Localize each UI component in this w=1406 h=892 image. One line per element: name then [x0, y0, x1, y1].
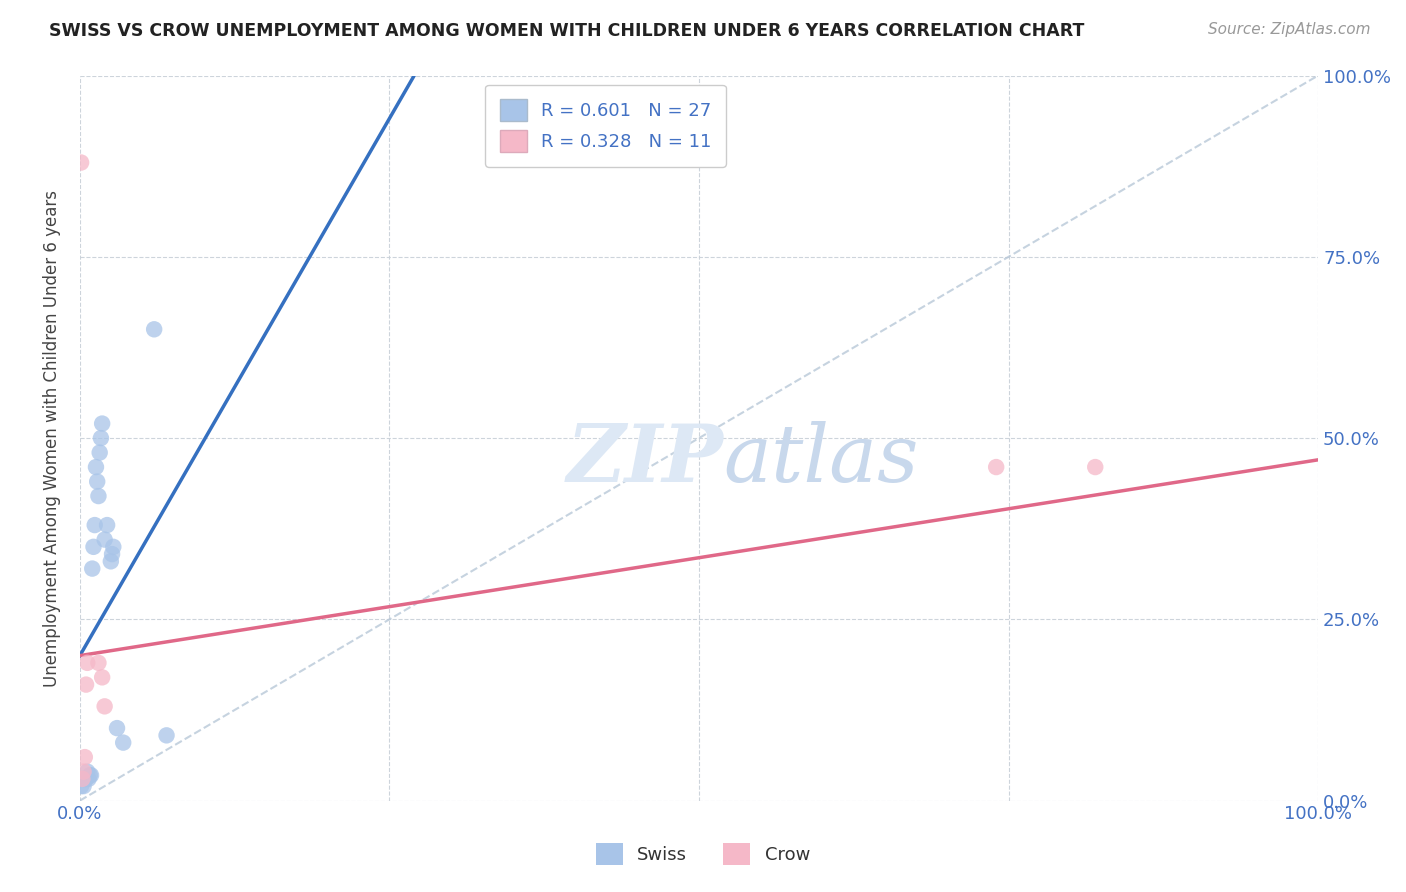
Point [87, 656, 110, 670]
Text: atlas: atlas [724, 421, 920, 499]
Point [1084, 460, 1107, 475]
Point [70, 779, 93, 793]
Point [72, 772, 94, 786]
Legend: Swiss, Crow: Swiss, Crow [586, 834, 820, 874]
Point [82, 540, 104, 554]
Point [93, 699, 115, 714]
Y-axis label: Unemployment Among Women with Children Under 6 years: Unemployment Among Women with Children U… [44, 190, 60, 687]
Point [80, 768, 103, 782]
Point [155, 728, 177, 742]
Point [86, 475, 108, 489]
Point [112, 736, 135, 750]
Point [72, 779, 94, 793]
Point [87, 489, 110, 503]
Point [82, 561, 104, 575]
Legend: R = 0.601   N = 27, R = 0.328   N = 11: R = 0.601 N = 27, R = 0.328 N = 11 [485, 85, 725, 167]
Point [96, 518, 118, 533]
Point [986, 460, 1008, 475]
Point [75, 772, 97, 786]
Point [70, 155, 93, 169]
Point [84, 460, 107, 475]
Point [76, 764, 98, 779]
Text: Source: ZipAtlas.com: Source: ZipAtlas.com [1208, 22, 1371, 37]
Point [105, 721, 128, 735]
Point [91, 670, 114, 684]
Point [73, 772, 96, 786]
Point [100, 554, 122, 568]
Point [91, 417, 114, 431]
Point [76, 656, 98, 670]
Point [143, 322, 166, 336]
Point [93, 533, 115, 547]
Point [83, 518, 105, 533]
Point [73, 750, 96, 764]
Point [90, 431, 112, 445]
Point [72, 764, 94, 779]
Point [77, 772, 100, 786]
Point [101, 547, 124, 561]
Point [103, 540, 125, 554]
Point [79, 768, 101, 782]
Point [72, 772, 94, 786]
Text: ZIP: ZIP [567, 421, 724, 499]
Point [89, 445, 111, 459]
Point [75, 677, 97, 691]
Text: SWISS VS CROW UNEMPLOYMENT AMONG WOMEN WITH CHILDREN UNDER 6 YEARS CORRELATION C: SWISS VS CROW UNEMPLOYMENT AMONG WOMEN W… [49, 22, 1084, 40]
